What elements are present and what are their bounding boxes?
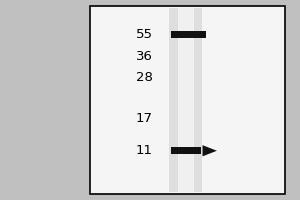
Bar bbox=[201, 31, 206, 38]
Text: 11: 11 bbox=[136, 144, 153, 157]
Text: 36: 36 bbox=[136, 50, 153, 63]
Bar bbox=[171, 31, 201, 38]
Text: 17: 17 bbox=[136, 112, 153, 125]
Bar bbox=[90, 6, 285, 194]
Bar bbox=[169, 8, 202, 192]
Text: 28: 28 bbox=[136, 71, 153, 84]
Bar bbox=[178, 8, 194, 192]
Text: 55: 55 bbox=[136, 28, 153, 41]
Bar bbox=[171, 147, 201, 154]
Polygon shape bbox=[202, 145, 217, 156]
